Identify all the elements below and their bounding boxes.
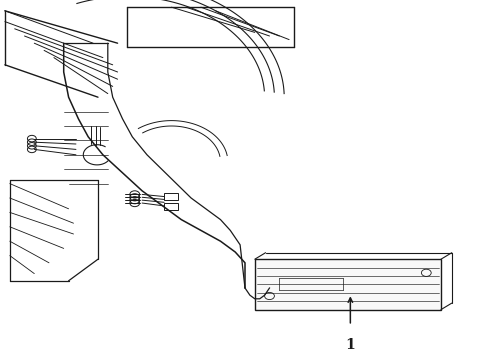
Bar — [164, 193, 178, 200]
Bar — [255, 259, 441, 310]
Bar — [164, 203, 178, 210]
Text: 1: 1 — [345, 338, 355, 352]
